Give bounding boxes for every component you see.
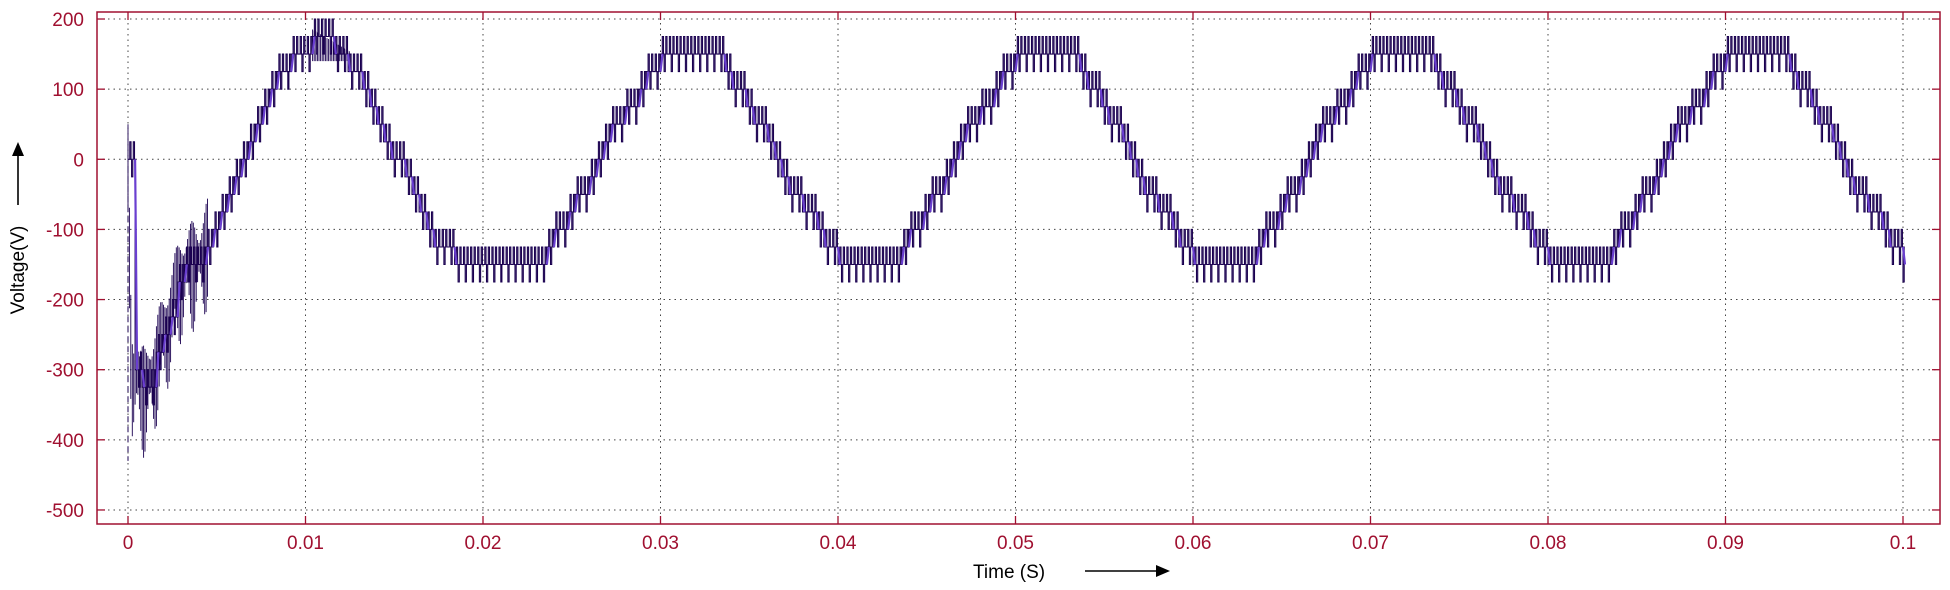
y-tick-labels: 200 100 0 -100 -200 -300 -400 -500: [46, 10, 84, 522]
x-tick-label: 0.04: [820, 533, 857, 554]
x-tick-label: 0.09: [1707, 533, 1744, 554]
y-tick-label: -300: [46, 361, 84, 382]
y-tick-label: -100: [46, 220, 84, 241]
x-tick-label: 0.05: [997, 533, 1034, 554]
x-tick-label: 0.02: [465, 533, 502, 554]
y-tick-label: 200: [52, 10, 84, 31]
x-axis-arrow: [1085, 565, 1170, 577]
transient-burst: [127, 29, 350, 458]
x-tick-label: 0.1: [1890, 533, 1916, 554]
y-axis-arrow: [12, 142, 24, 205]
x-tick-label: 0: [123, 533, 134, 554]
x-tick-label: 0.08: [1530, 533, 1567, 554]
y-tick-label: -200: [46, 291, 84, 312]
x-tick-label: 0.06: [1175, 533, 1212, 554]
y-tick-label: -400: [46, 431, 84, 452]
y-axis-label: Voltage(V): [8, 226, 29, 315]
y-tick-label: -500: [46, 501, 84, 522]
x-tick-labels: 0 0.01 0.02 0.03 0.04 0.05 0.06 0.07 0.08 0.09 0.1: [123, 533, 1917, 554]
voltage-series-line: [128, 18, 1905, 406]
y-tick-label: 0: [73, 150, 84, 171]
voltage-series-accent: [134, 36, 1907, 388]
axis-ticks: [97, 12, 1940, 524]
x-axis-label: Time (S): [973, 562, 1045, 583]
x-tick-label: 0.01: [287, 533, 324, 554]
voltage-trace: [127, 18, 1907, 461]
x-tick-label: 0.07: [1352, 533, 1389, 554]
plot-frame: [96, 11, 1941, 525]
grid-lines: [97, 12, 1940, 524]
y-tick-label: 100: [52, 80, 84, 101]
x-tick-label: 0.03: [642, 533, 679, 554]
